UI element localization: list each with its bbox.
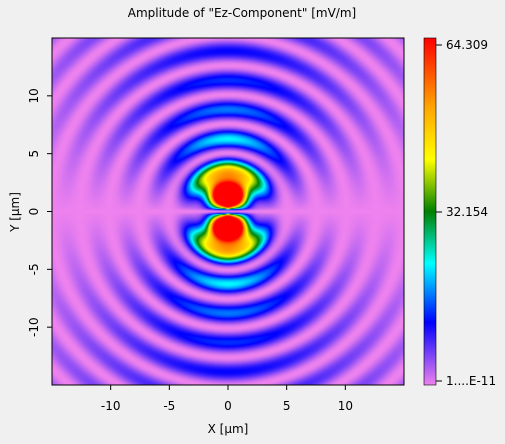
- x-tick-label: -10: [101, 399, 121, 413]
- x-tick-label: 10: [338, 399, 353, 413]
- x-tick-label: -5: [163, 399, 175, 413]
- y-tick-label: -10: [27, 317, 41, 337]
- x-tick-label: 0: [224, 399, 232, 413]
- y-tick-label: -5: [27, 263, 41, 275]
- colorbar-min-label: 1....E-11: [446, 374, 496, 388]
- y-tick-label: 0: [27, 208, 41, 216]
- y-tick-label: 5: [27, 150, 41, 158]
- colorbar-max-label: 64.309: [446, 38, 488, 52]
- x-axis-label: X [µm]: [208, 422, 249, 436]
- chart-title: Amplitude of "Ez-Component" [mV/m]: [127, 6, 357, 20]
- colorbar: [423, 37, 437, 386]
- y-tick-label: 10: [27, 88, 41, 103]
- y-axis: -10 -5 0 5 10: [27, 88, 52, 337]
- x-tick-label: 5: [283, 399, 291, 413]
- heatmap-canvas: [52, 38, 404, 385]
- heatmap-area: [52, 38, 404, 385]
- colorbar-mid-label: 32.154: [446, 205, 488, 219]
- x-axis: -10 -5 0 5 10: [101, 385, 353, 413]
- y-axis-label: Y [µm]: [8, 192, 22, 233]
